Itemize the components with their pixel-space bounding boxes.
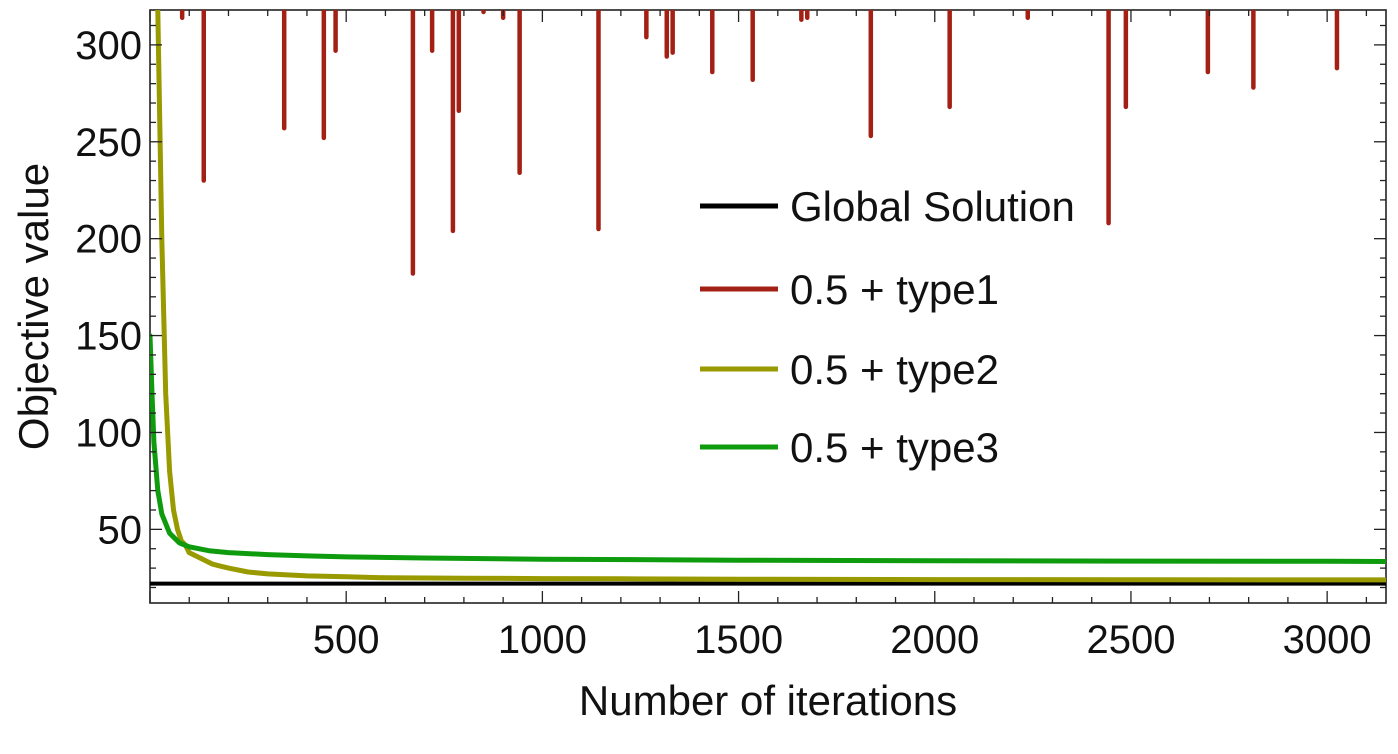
y-tick-labels: 50 100 150 200 250 300 — [75, 24, 142, 552]
x-axis-title: Number of iterations — [579, 677, 957, 724]
y-tick-label: 250 — [75, 121, 142, 165]
legend: Global Solution 0.5 + type1 0.5 + type2 0.5… — [700, 183, 1075, 471]
legend-label: 0.5 + type2 — [790, 346, 999, 393]
axis-ticks — [149, 10, 1386, 603]
series-layer — [150, 10, 1386, 586]
x-tick-label: 500 — [313, 618, 380, 662]
series-line-3 — [150, 333, 1386, 564]
x-tick-label: 1000 — [498, 618, 587, 662]
legend-label: Global Solution — [790, 183, 1075, 230]
plot-frame — [149, 9, 1387, 604]
series-line-2 — [155, 10, 1386, 583]
plot-border — [149, 9, 1387, 604]
x-tick-labels: 500 1000 1500 2000 2500 3000 — [313, 618, 1372, 662]
legend-entry: 0.5 + type1 — [700, 266, 999, 313]
x-tick-label: 1500 — [694, 618, 783, 662]
x-tick-label: 2500 — [1086, 618, 1175, 662]
x-tick-label: 2000 — [890, 618, 979, 662]
y-tick-label: 100 — [75, 411, 142, 455]
legend-entry: 0.5 + type2 — [700, 346, 999, 393]
legend-label: 0.5 + type3 — [790, 424, 999, 471]
series-type1-spikes — [179, 10, 1340, 276]
legend-entry: 0.5 + type3 — [700, 424, 999, 471]
y-tick-label: 50 — [98, 508, 143, 552]
y-tick-label: 300 — [75, 24, 142, 68]
legend-label: 0.5 + type1 — [790, 266, 999, 313]
y-axis-title: Objective value — [10, 163, 57, 450]
y-tick-label: 200 — [75, 218, 142, 262]
y-tick-label: 150 — [75, 315, 142, 359]
x-tick-label: 3000 — [1283, 618, 1372, 662]
legend-entry: Global Solution — [700, 183, 1075, 230]
